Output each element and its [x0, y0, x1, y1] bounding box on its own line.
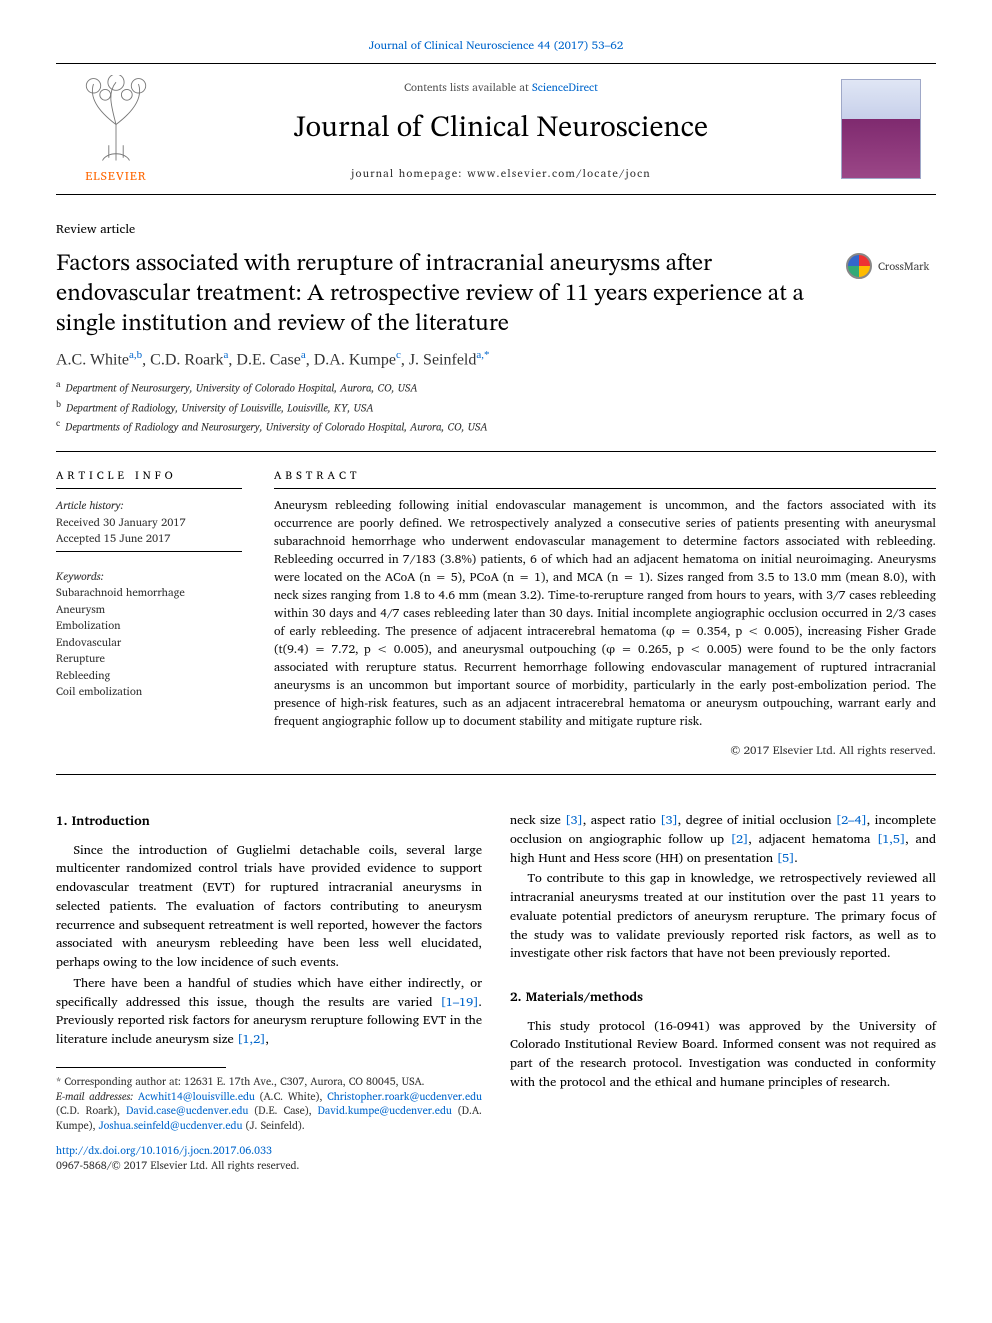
masthead: ELSEVIER Contents lists available at Sci…	[56, 63, 936, 195]
intro-p1: Since the introduction of Guglielmi deta…	[56, 841, 482, 972]
article-info-head: ARTICLE INFO	[56, 466, 242, 489]
affiliation-a: a Department of Neurosurgery, University…	[56, 377, 936, 396]
abstract-copyright: © 2017 Elsevier Ltd. All rights reserved…	[274, 741, 936, 760]
article-type: Review article	[56, 219, 936, 239]
sciencedirect-link[interactable]: ScienceDirect	[532, 78, 598, 96]
ref-5[interactable]: [5]	[777, 848, 795, 868]
top-citation: Journal of Clinical Neuroscience 44 (201…	[56, 36, 936, 55]
c2-pre: neck size	[510, 810, 565, 830]
ref-2[interactable]: [2]	[731, 829, 749, 849]
ref-3a[interactable]: [3]	[565, 810, 583, 830]
contents-line: Contents lists available at ScienceDirec…	[184, 78, 818, 96]
affiliation-c: c Departments of Radiology and Neurosurg…	[56, 416, 936, 435]
journal-cover-thumb	[841, 79, 921, 179]
methods-heading: 2. Materials/methods	[510, 987, 936, 1007]
c2-m1: , aspect ratio	[583, 810, 660, 830]
contents-pre: Contents lists available at	[404, 78, 532, 96]
article-title: Factors associated with rerupture of int…	[56, 249, 836, 339]
footnote-block: * Corresponding author at: 12631 E. 17th…	[56, 1067, 482, 1174]
c2-m2: , degree of initial occlusion	[678, 810, 836, 830]
affiliations: a Department of Neurosurgery, University…	[56, 377, 936, 435]
intro-p3: To contribute to this gap in knowledge, …	[510, 869, 936, 963]
abstract-col: ABSTRACT Aneurysm rebleeding following i…	[256, 452, 936, 774]
spacer	[510, 965, 936, 987]
footnote-separator	[56, 1067, 226, 1068]
abstract-head: ABSTRACT	[274, 466, 936, 489]
history-accepted: Accepted 15 June 2017	[56, 529, 171, 547]
intro-p2-post: ,	[265, 1029, 269, 1049]
homepage-line: journal homepage: www.elsevier.com/locat…	[184, 164, 818, 182]
article-history: Article history: Received 30 January 201…	[56, 497, 242, 552]
issn-copyright: 0967-5868/© 2017 Elsevier Ltd. All right…	[56, 1156, 299, 1174]
masthead-right	[826, 72, 936, 186]
intro-p2: There have been a handful of studies whi…	[56, 974, 482, 1049]
page: Journal of Clinical Neuroscience 44 (201…	[0, 0, 992, 1214]
elsevier-tree-icon	[71, 75, 161, 165]
email-link[interactable]: David.kumpe@ucdenver.edu	[318, 1101, 452, 1119]
masthead-center: Contents lists available at ScienceDirec…	[176, 72, 826, 186]
top-citation-link[interactable]: Journal of Clinical Neuroscience 44 (201…	[369, 36, 624, 55]
info-abstract-row: ARTICLE INFO Article history: Received 3…	[56, 451, 936, 775]
ref-1-5[interactable]: [1,5]	[877, 829, 905, 849]
abstract-text: Aneurysm rebleeding following initial en…	[274, 497, 936, 731]
homepage-url: www.elsevier.com/locate/jocn	[467, 164, 651, 182]
intro-heading: 1. Introduction	[56, 811, 482, 831]
doi-block: http://dx.doi.org/10.1016/j.jocn.2017.06…	[56, 1143, 482, 1175]
ref-1-2[interactable]: [1,2]	[237, 1029, 265, 1049]
publisher-name: ELSEVIER	[85, 167, 146, 186]
title-row: Factors associated with rerupture of int…	[56, 249, 936, 349]
crossmark-label: CrossMark	[878, 257, 929, 275]
methods-p1: This study protocol (16-0941) was approv…	[510, 1017, 936, 1092]
ref-2-4[interactable]: [2–4]	[836, 810, 867, 830]
history-received: Received 30 January 2017	[56, 513, 186, 531]
keywords-list: Subarachnoid hemorrhageAneurysmEmbolizat…	[56, 583, 185, 700]
footnotes: * Corresponding author at: 12631 E. 17th…	[56, 1074, 482, 1133]
article-info-col: ARTICLE INFO Article history: Received 3…	[56, 452, 256, 774]
email-addresses: E-mail addresses: Acwhit14@louisville.ed…	[56, 1089, 482, 1133]
crossmark-badge[interactable]: CrossMark	[846, 253, 936, 279]
journal-name: Journal of Clinical Neuroscience	[184, 110, 818, 148]
intro-p2-pre: There have been a handful of studies whi…	[56, 973, 482, 1012]
keywords-block: Keywords: Subarachnoid hemorrhageAneurys…	[56, 568, 242, 700]
keywords-label: Keywords:	[56, 568, 242, 585]
homepage-pre: journal homepage:	[351, 164, 467, 182]
affiliation-b: b Department of Radiology, University of…	[56, 397, 936, 416]
authors: A.C. Whitea,b, C.D. Roarka, D.E. Casea, …	[56, 349, 936, 369]
c2-post: .	[794, 848, 798, 868]
ref-1-19[interactable]: [1–19]	[441, 992, 479, 1012]
email-link[interactable]: Joshua.seinfeld@ucdenver.edu	[99, 1116, 243, 1134]
body-columns: 1. Introduction Since the introduction o…	[56, 811, 936, 1174]
c2-m4: , adjacent hematoma	[748, 829, 877, 849]
crossmark-icon	[846, 253, 872, 279]
ref-3b[interactable]: [3]	[660, 810, 678, 830]
publisher-logo-block: ELSEVIER	[56, 72, 176, 186]
col2-top-p: neck size [3], aspect ratio [3], degree …	[510, 811, 936, 867]
history-label: Article history:	[56, 497, 242, 514]
